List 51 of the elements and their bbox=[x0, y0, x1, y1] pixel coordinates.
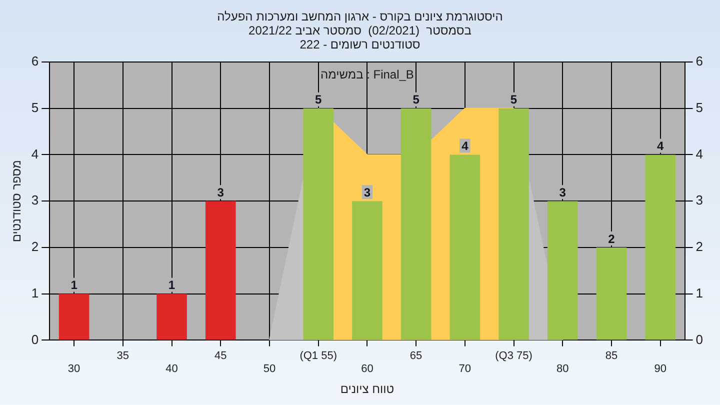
bar bbox=[156, 294, 187, 340]
y2-tick-label: 3 bbox=[696, 192, 704, 208]
x-tick-label: 50 bbox=[263, 363, 276, 376]
bar bbox=[645, 154, 676, 340]
bar bbox=[450, 154, 480, 340]
bar bbox=[596, 247, 627, 340]
y-tick-label: 3 bbox=[31, 192, 39, 208]
data-label: 1 bbox=[168, 278, 176, 292]
x-tick-label: 35 bbox=[116, 350, 130, 362]
x-tick-label: 30 bbox=[68, 363, 80, 376]
data-label: 5 bbox=[315, 92, 322, 107]
x-tick-label: 40 bbox=[166, 363, 178, 376]
y2-tick-label: 0 bbox=[696, 332, 704, 347]
x-tick-label: 45 bbox=[214, 350, 227, 362]
y-tick-label: 6 bbox=[31, 54, 39, 69]
data-label: 5 bbox=[412, 92, 420, 107]
x-axis-title: טווח ציונים bbox=[340, 382, 394, 396]
x-tick-label: 90 bbox=[654, 363, 666, 376]
y2-tick-label: 4 bbox=[696, 146, 704, 162]
bar bbox=[400, 108, 432, 340]
annotation: Final_B : במשימה bbox=[320, 67, 414, 82]
x-tick-label: 85 bbox=[605, 350, 618, 362]
chart-subtitle: בסמסטר (02/2021) סמסטר אביב 2021/22 סטודנטים רשומים - 222 bbox=[248, 23, 472, 52]
y-tick-label: 4 bbox=[31, 146, 39, 162]
y2-tick-label: 5 bbox=[696, 100, 704, 115]
y-tick-label: 5 bbox=[31, 100, 39, 115]
data-label: 4 bbox=[462, 139, 469, 154]
x-tick-label: 80 bbox=[556, 363, 569, 376]
y2-tick-label: 2 bbox=[696, 239, 704, 254]
data-label: 3 bbox=[559, 185, 566, 200]
x-tick-label: 70 bbox=[458, 363, 472, 376]
y-tick-label: 1 bbox=[31, 285, 39, 300]
x-tick-label: (Q1 55) bbox=[300, 350, 337, 362]
y-tick-label: 0 bbox=[31, 332, 39, 347]
data-label: 2 bbox=[608, 232, 616, 246]
x-tick-label: 65 bbox=[410, 350, 422, 362]
data-label: 3 bbox=[364, 185, 371, 200]
data-label: 4 bbox=[657, 139, 664, 154]
data-label: 1 bbox=[70, 278, 78, 292]
bar bbox=[352, 201, 382, 340]
x-tick-label: (Q3 75) bbox=[495, 350, 532, 362]
y2-tick-label: 1 bbox=[696, 285, 704, 300]
y-tick-label: 2 bbox=[31, 239, 39, 254]
y-axis-title: מספר סטודנטים bbox=[10, 160, 24, 242]
x-tick-label: 60 bbox=[361, 363, 374, 376]
bar bbox=[205, 201, 236, 340]
y2-tick-label: 6 bbox=[696, 54, 704, 69]
chart-title: היסטוגרמת ציונים בקורס - ארגון המחשב ומערכות הפעלה bbox=[217, 9, 503, 24]
bar bbox=[58, 294, 90, 340]
data-label: 3 bbox=[217, 185, 224, 200]
data-label: 5 bbox=[510, 92, 518, 107]
